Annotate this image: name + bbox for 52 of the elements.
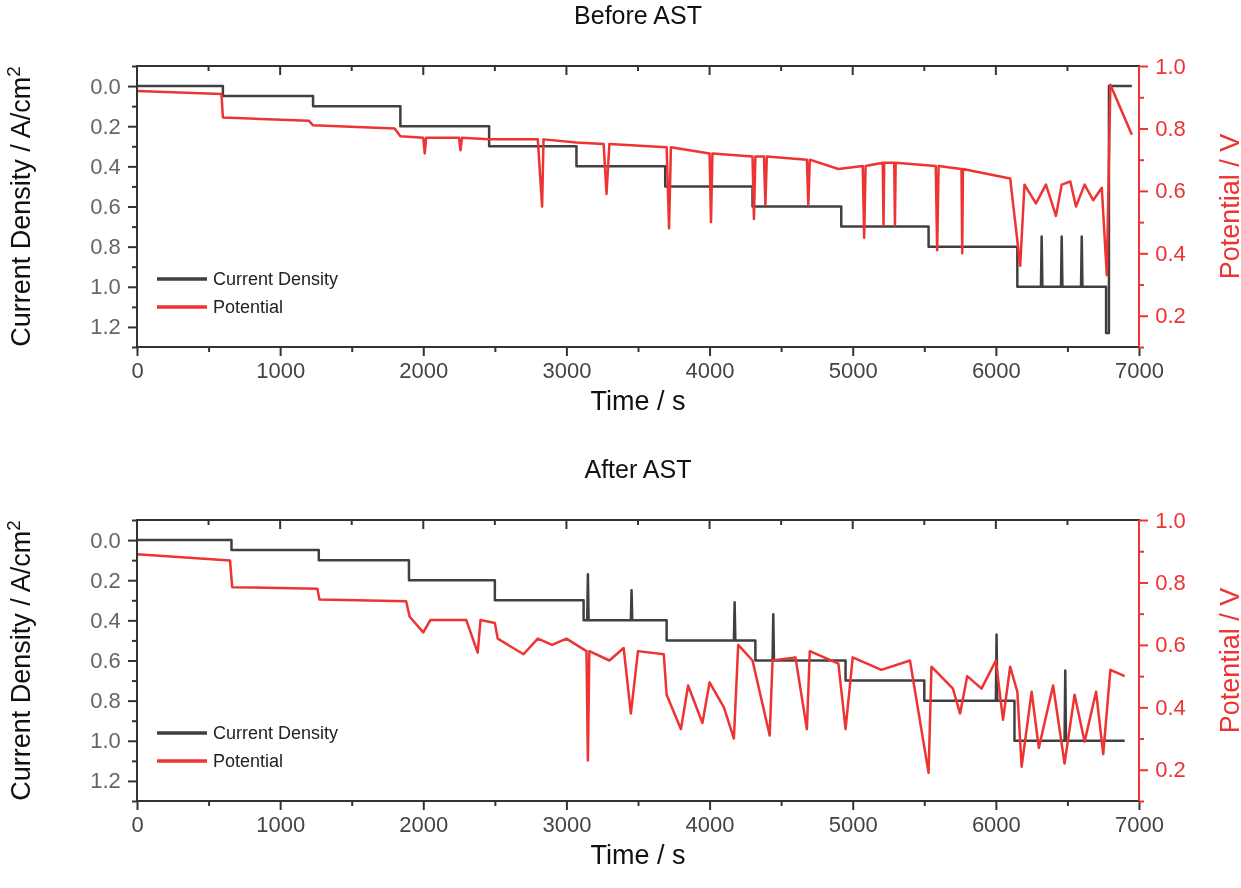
x-tick-label: 5000 <box>828 357 878 383</box>
x-tick-label: 2000 <box>399 811 449 837</box>
chart-title: After AST <box>584 455 692 483</box>
text: 0.0 <box>90 527 121 553</box>
x-tick-label: 1000 <box>256 357 306 383</box>
y-tick-label: 1.2 <box>90 768 121 794</box>
legend-label: Potential <box>213 751 284 771</box>
line-series <box>135 553 1126 775</box>
x-tick-label: 6000 <box>971 811 1021 837</box>
y-tick-label: 1.2 <box>90 314 121 340</box>
x-tick-label: 7000 <box>1115 357 1164 383</box>
x-tick-label: 6000 <box>971 357 1021 383</box>
x-tick-label: 4000 <box>685 357 735 383</box>
x-tick-label: 1000 <box>256 811 306 837</box>
y2-tick-label: 0.8 <box>1155 569 1186 595</box>
y2-tick-label: 0.2 <box>1155 303 1186 329</box>
x-tick-label: 3000 <box>542 811 592 837</box>
legend-label: Potential <box>213 297 284 317</box>
y-tick-label: 0.4 <box>90 153 121 179</box>
y-tick-label: 0.4 <box>90 607 121 633</box>
y-tick-label: 0.6 <box>90 648 121 674</box>
y2-axis-title: Potential / V <box>1215 133 1241 280</box>
legend-label: Current Density <box>213 723 339 743</box>
x-tick-label: 0 <box>131 357 144 383</box>
y-tick-label: 0.2 <box>90 567 121 593</box>
y2-tick-label: 0.4 <box>1155 240 1186 266</box>
y-tick-label: 0.2 <box>90 113 121 139</box>
x-tick-label: 3000 <box>542 357 592 383</box>
y2-tick-label: 1.0 <box>1155 53 1186 79</box>
y-tick-label: 0.8 <box>90 234 121 260</box>
y-tick-label: 1.0 <box>90 274 121 300</box>
x-tick-label: 0 <box>131 811 144 837</box>
x-tick-label: 5000 <box>828 811 878 837</box>
y2-tick-label: 0.4 <box>1155 694 1186 720</box>
y2-tick-label: 0.8 <box>1155 115 1186 141</box>
x-axis-title: Time / s <box>590 840 686 870</box>
y2-tick-label: 0.6 <box>1155 632 1186 658</box>
y-tick-label: 0.6 <box>90 194 121 220</box>
chart-title: Before AST <box>574 1 702 29</box>
x-tick-label: 7000 <box>1115 811 1164 837</box>
text: 0.0 <box>90 73 121 99</box>
y-tick-label: 1.0 <box>90 728 121 754</box>
y2-tick-label: 1.0 <box>1155 507 1186 533</box>
y2-tick-label: 0.2 <box>1155 757 1186 783</box>
x-tick-label: 2000 <box>399 357 449 383</box>
x-tick-label: 4000 <box>685 811 735 837</box>
y-tick-label: 0.8 <box>90 688 121 714</box>
y2-axis-title: Potential / V <box>1215 587 1241 734</box>
legend-label: Current Density <box>213 269 339 289</box>
y2-tick-label: 0.6 <box>1155 178 1186 204</box>
x-axis-title: Time / s <box>590 386 686 416</box>
line-series <box>135 538 1126 743</box>
